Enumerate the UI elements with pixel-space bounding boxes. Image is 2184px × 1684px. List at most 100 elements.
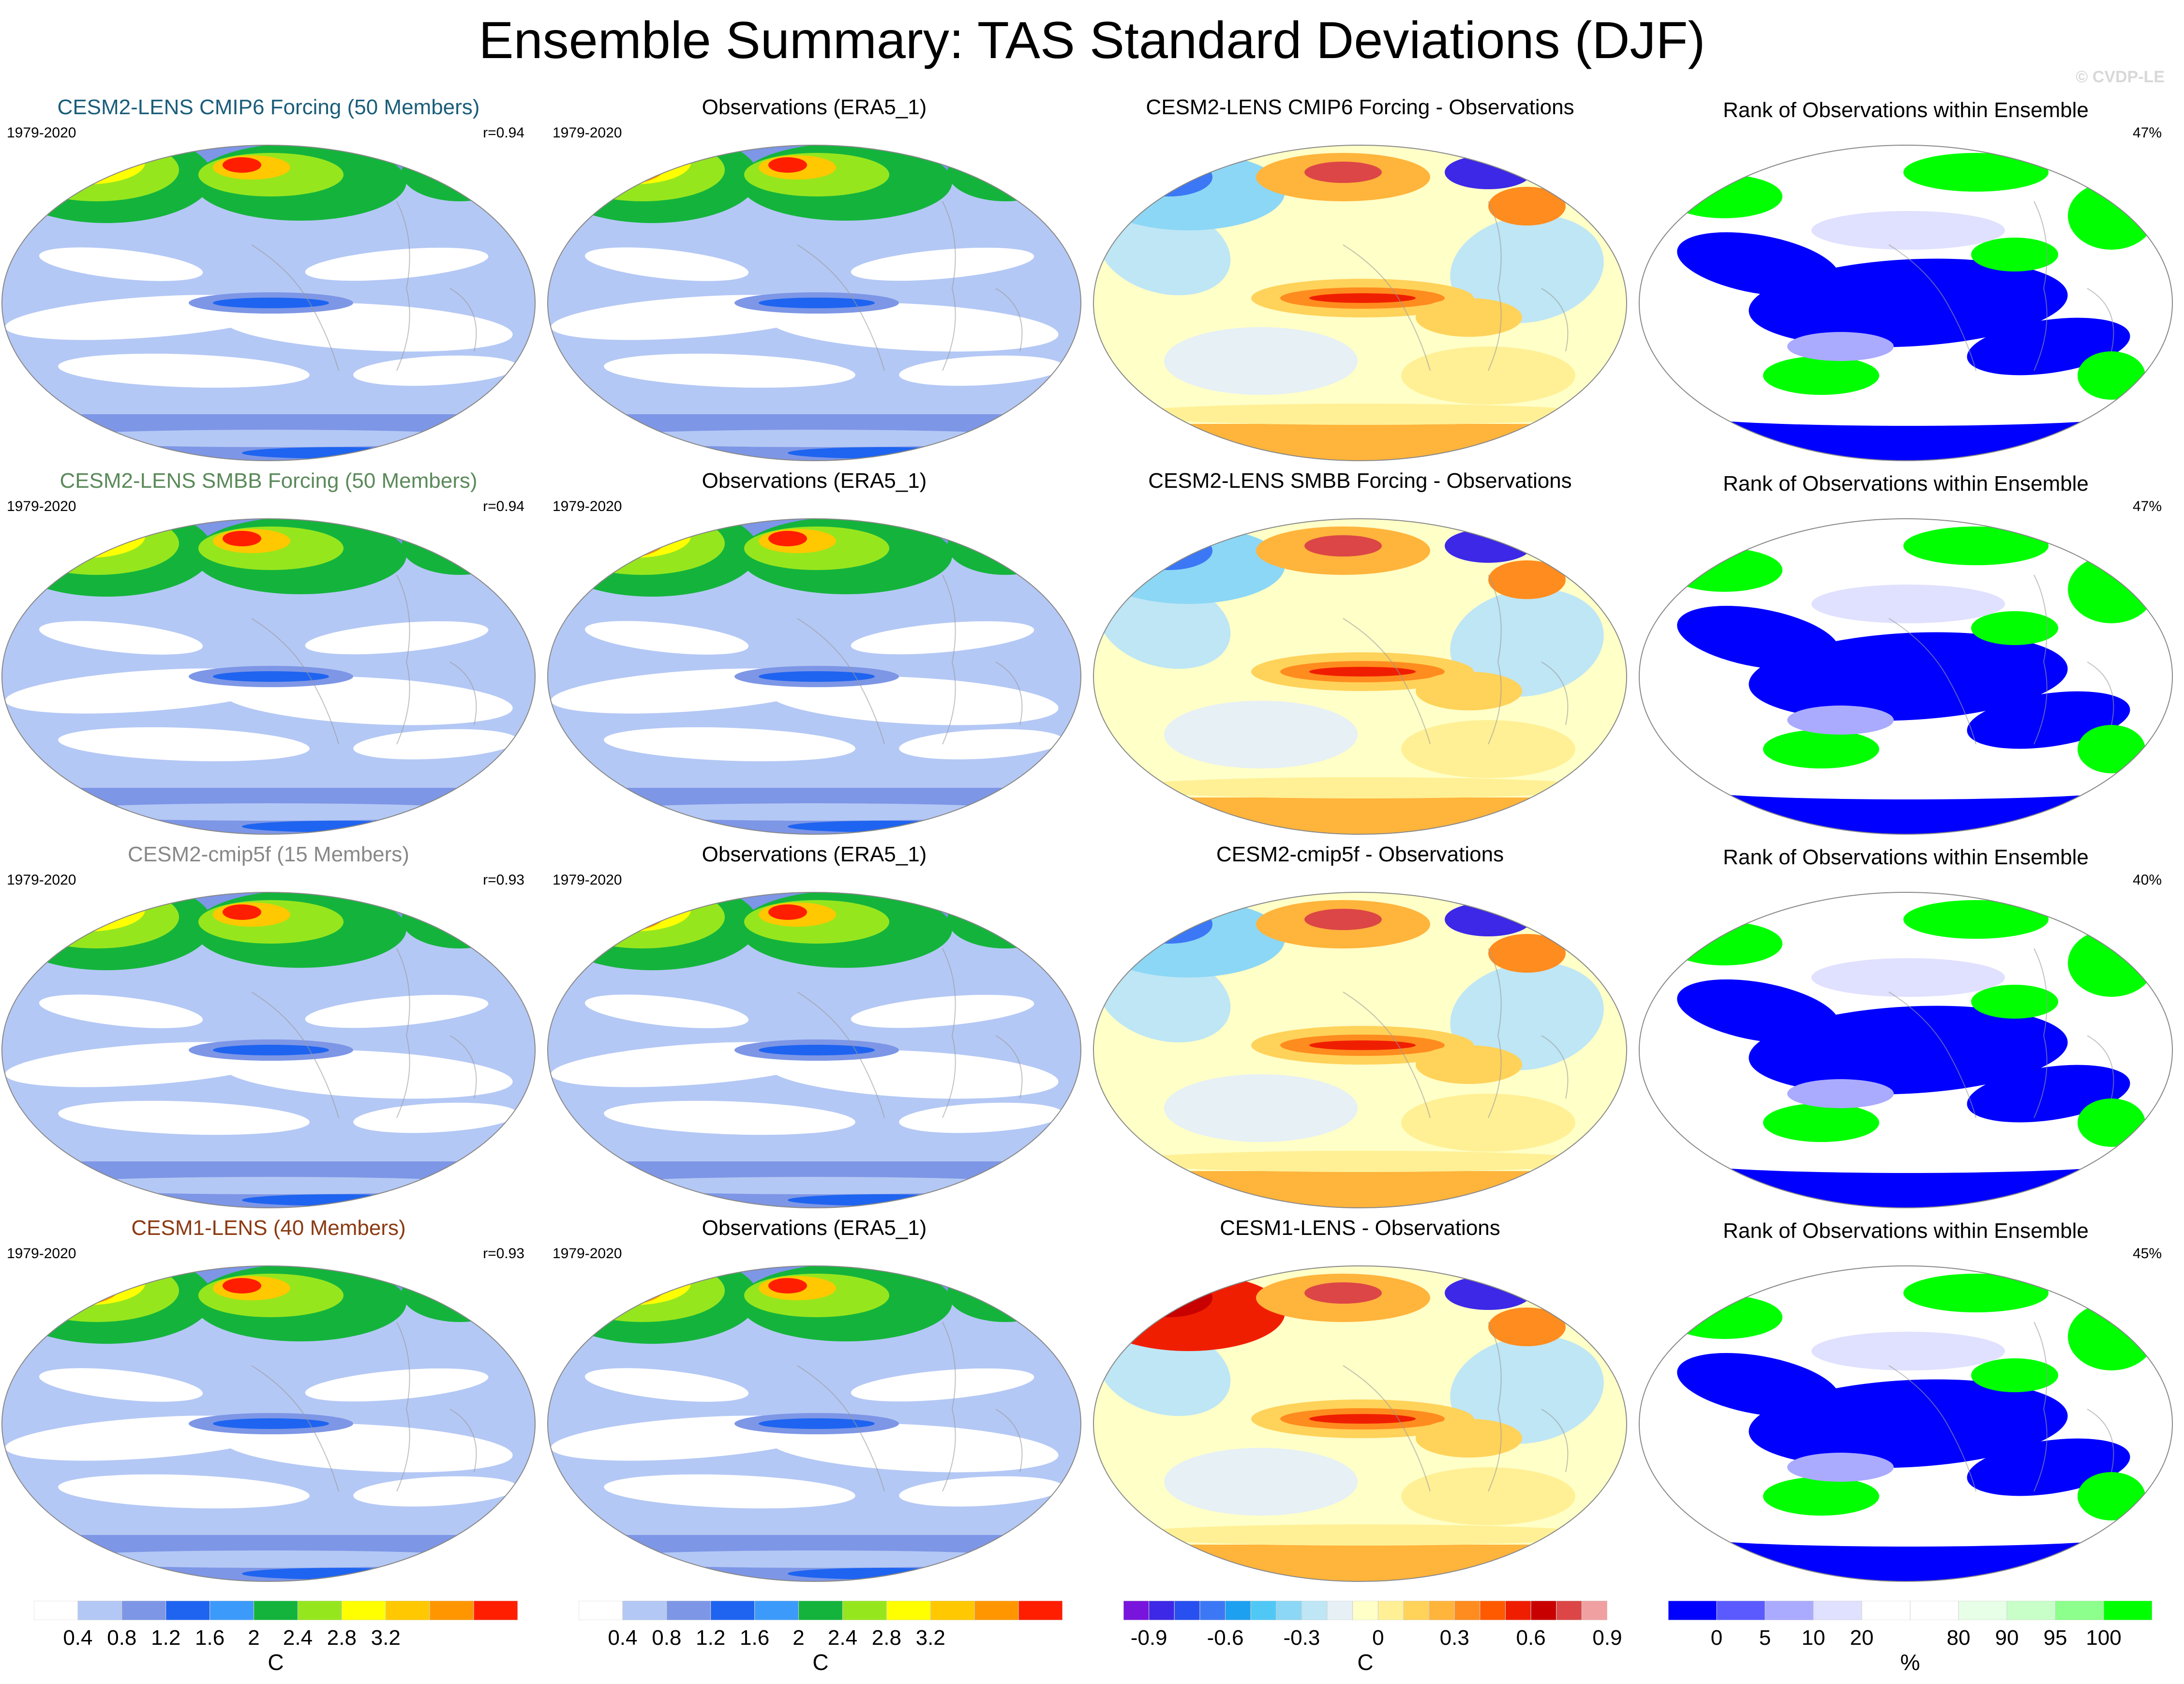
colorbar-tick-label: 2.8 [871,1626,901,1650]
panel-title-diff: CESM2-cmip5f - Observations [1216,842,1504,866]
colorbar-swatch [2006,1601,2056,1620]
colorbar-swatch [209,1601,254,1620]
panel-title-diff: CESM2-LENS CMIP6 Forcing - Observations [1146,95,1574,119]
colorbar-swatch [1530,1601,1557,1620]
panel-model-1: CESM2-LENS SMBB Forcing (50 Members) 1979… [0,468,537,836]
colorbar-swatch [429,1601,474,1620]
colorbar-tick-label: 0.3 [1439,1626,1469,1650]
period-label: 1979-2020 [553,872,622,888]
stat-label: r=0.94 [483,498,524,514]
panel-obs-1: Observations (ERA5_1) 1979-2020 [546,468,1083,836]
stat-label: r=0.93 [483,872,524,888]
colorbar-swatch [1327,1601,1353,1620]
stat-label: 45% [2132,1246,2162,1262]
stat-label: r=0.94 [483,125,524,141]
colorbar-swatch [1505,1601,1531,1620]
colorbar-tick-label: 2 [248,1626,260,1650]
colorbar-tick-label: -0.6 [1207,1626,1244,1650]
panel-title-model: CESM2-LENS SMBB Forcing (50 Members) [60,469,478,493]
colorbar-swatch [1377,1601,1404,1620]
map-model-2 [1,892,536,1208]
map-rank-1 [1639,518,2173,835]
colorbar-swatch [579,1601,623,1620]
panel-diff-3: CESM1-LENS - Observations [1092,1216,1629,1583]
colorbar-swatches [34,1601,518,1620]
panel-obs-0: Observations (ERA5_1) 1979-2020 [546,95,1083,463]
colorbar-swatch [1668,1601,1717,1620]
colorbar-swatch [1225,1601,1251,1620]
map-model-1 [1,518,536,835]
colorbar-swatch [473,1601,518,1620]
colorbar-swatch [1716,1601,1765,1620]
colorbar-swatch [1174,1601,1200,1620]
colorbar-swatch [1018,1601,1062,1620]
colorbar-tick-label: 2.4 [283,1626,313,1650]
colorbar-tick-label: 1.2 [696,1626,726,1650]
panel-title-model: CESM2-LENS CMIP6 Forcing (50 Members) [57,95,480,119]
colorbar-tick-label: 2 [793,1626,805,1650]
panel-diff-0: CESM2-LENS CMIP6 Forcing - Observations [1092,95,1629,463]
panel-rank-3: Rank of Observations within Ensemble 45% [1637,1216,2174,1583]
colorbar-swatch [34,1601,78,1620]
period-label: 1979-2020 [553,498,622,514]
colorbar-swatches [1668,1601,2152,1620]
stat-label: 47% [2132,125,2162,141]
main-title: Ensemble Summary: TAS Standard Deviation… [479,11,1705,69]
panel-title-rank: Rank of Observations within Ensemble [1723,98,2089,122]
colorbar-swatch [974,1601,1019,1620]
panel-obs-2: Observations (ERA5_1) 1979-2020 [546,842,1083,1210]
panel-diff-2: CESM2-cmip5f - Observations [1092,842,1629,1210]
colorbar-tick-label: 0.6 [1516,1626,1546,1650]
colorbar-swatch [385,1601,430,1620]
panel-model-0: CESM2-LENS CMIP6 Forcing (50 Members) 197… [0,95,537,463]
panel-title-diff: CESM2-LENS SMBB Forcing - Observations [1148,469,1572,493]
panel-title-model: CESM1-LENS (40 Members) [131,1216,406,1240]
colorbar-swatch [666,1601,711,1620]
colorbar-swatch [297,1601,342,1620]
colorbar-swatch [1910,1601,1959,1620]
colorbar-swatch [2103,1601,2152,1620]
colorbar-swatch [1403,1601,1430,1620]
colorbar-swatch [842,1601,887,1620]
colorbar-swatch [341,1601,386,1620]
panel-title-obs: Observations (ERA5_1) [702,842,927,866]
colorbar-tick-label: 3.2 [915,1626,945,1650]
map-model-3 [1,1265,536,1582]
colorbar-swatch [710,1601,755,1620]
panel-title-rank: Rank of Observations within Ensemble [1723,472,2089,496]
colorbar-tick-label: 1.6 [740,1626,770,1650]
colorbar-0: 0.4 0.8 1.2 1.6 2 2.4 2.8 3.2 C [34,1601,523,1675]
map-rank-3 [1639,1265,2173,1582]
colorbar-unit: % [1900,1650,1920,1675]
colorbar-3: 0 5 10 20 80 90 95 100% [1668,1601,2157,1675]
colorbar-swatch [1765,1601,1814,1620]
map-obs-3 [547,1265,1081,1582]
map-diff-1 [1093,518,1627,835]
colorbar-tick-label: 100 [2086,1626,2122,1650]
colorbar-swatch [754,1601,799,1620]
colorbar-unit: C [812,1650,829,1675]
colorbar-swatch [886,1601,931,1620]
colorbar-swatch [1352,1601,1378,1620]
colorbar-swatch [77,1601,122,1620]
period-label: 1979-2020 [7,125,76,141]
colorbar-swatch [1250,1601,1277,1620]
period-label: 1979-2020 [7,498,76,514]
panel-title-obs: Observations (ERA5_1) [702,1216,927,1240]
colorbar-tick-label: -0.3 [1283,1626,1320,1650]
colorbar-unit: C [1357,1650,1374,1675]
colorbar-swatch [165,1601,210,1620]
colorbar-tick-label: 90 [1995,1626,2019,1650]
colorbar-tick-label: 0.4 [63,1626,93,1650]
panel-obs-3: Observations (ERA5_1) 1979-2020 [546,1216,1083,1583]
colorbar-swatch [798,1601,843,1620]
period-label: 1979-2020 [553,1246,622,1262]
colorbar-tick-label: 20 [1850,1626,1874,1650]
panel-diff-1: CESM2-LENS SMBB Forcing - Observations [1092,468,1629,836]
colorbar-swatch [1958,1601,2007,1620]
colorbar-tick-label: 0 [1372,1626,1384,1650]
colorbar-tick-label: 0 [1710,1626,1723,1650]
map-obs-2 [547,892,1081,1208]
map-diff-2 [1093,892,1627,1208]
colorbar-tick-label: 1.6 [195,1626,225,1650]
